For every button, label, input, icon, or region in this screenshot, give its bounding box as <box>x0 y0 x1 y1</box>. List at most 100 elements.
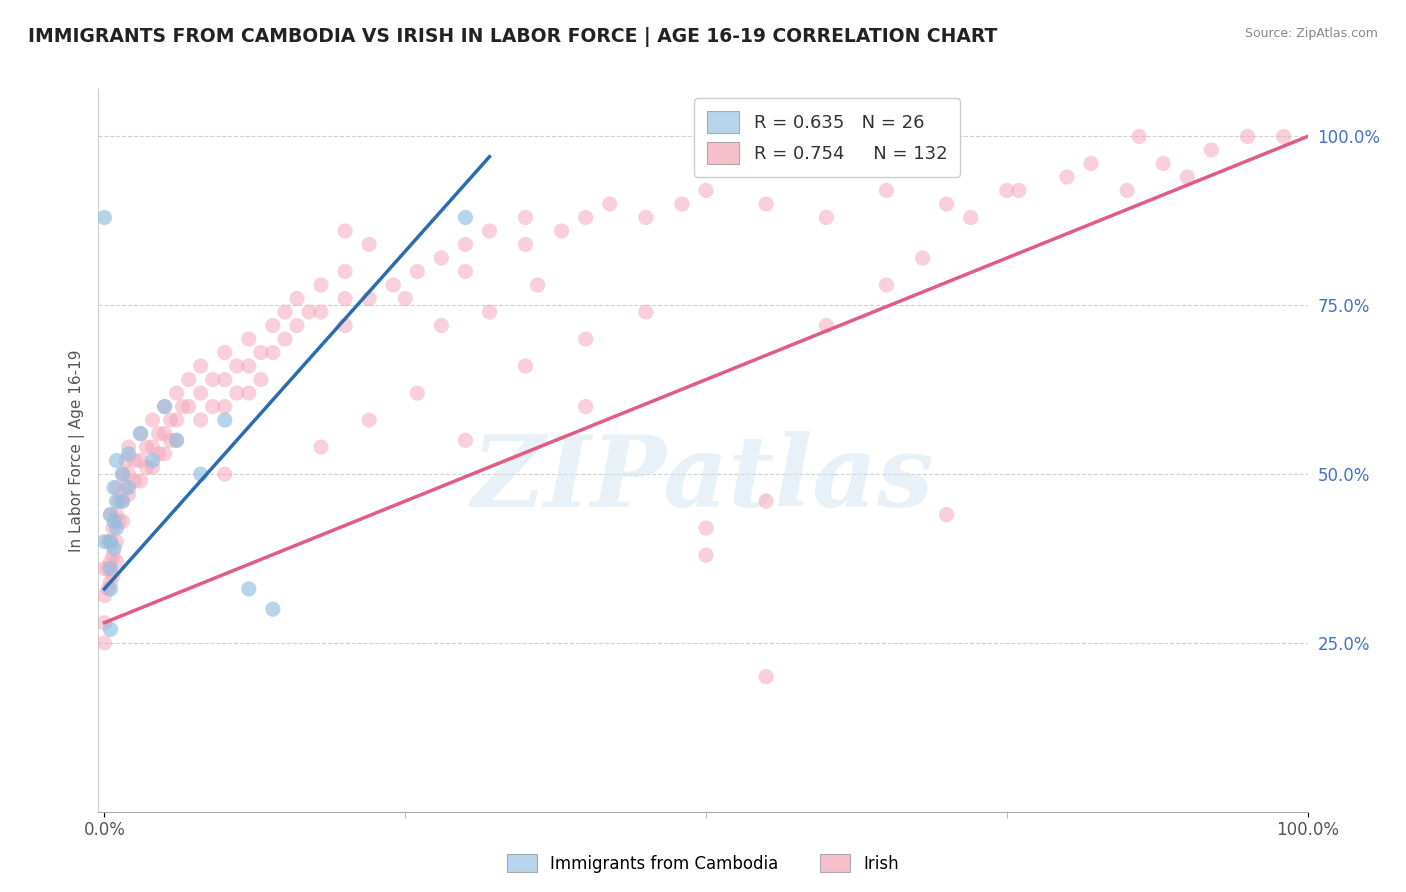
Point <box>238 582 260 596</box>
Point <box>815 211 838 225</box>
Point <box>935 508 957 522</box>
Point <box>124 453 146 467</box>
Point <box>117 440 139 454</box>
Point <box>101 568 124 582</box>
Point <box>478 224 501 238</box>
Point <box>406 386 429 401</box>
Point <box>97 561 120 575</box>
Point <box>190 467 212 481</box>
Point <box>117 447 139 461</box>
Point <box>454 211 477 225</box>
Point <box>103 541 125 556</box>
Point <box>111 494 134 508</box>
Point <box>478 305 501 319</box>
Point <box>93 589 115 603</box>
Point <box>97 582 120 596</box>
Point <box>309 278 332 293</box>
Point <box>1080 156 1102 170</box>
Point <box>111 514 134 528</box>
Point <box>214 467 236 481</box>
Point <box>108 514 131 528</box>
Point <box>333 224 356 238</box>
Point <box>238 332 260 346</box>
Point <box>129 426 152 441</box>
Text: ZIPatlas: ZIPatlas <box>472 431 934 527</box>
Point <box>172 400 194 414</box>
Point <box>575 211 598 225</box>
Text: IMMIGRANTS FROM CAMBODIA VS IRISH IN LABOR FORCE | AGE 16-19 CORRELATION CHART: IMMIGRANTS FROM CAMBODIA VS IRISH IN LAB… <box>28 27 997 46</box>
Point <box>454 237 477 252</box>
Point <box>135 460 157 475</box>
Legend: R = 0.635   N = 26, R = 0.754     N = 132: R = 0.635 N = 26, R = 0.754 N = 132 <box>695 98 960 177</box>
Point <box>238 359 260 373</box>
Point <box>190 359 212 373</box>
Text: Source: ZipAtlas.com: Source: ZipAtlas.com <box>1244 27 1378 40</box>
Point <box>142 460 165 475</box>
Point <box>333 292 356 306</box>
Point <box>93 534 115 549</box>
Point <box>454 434 477 448</box>
Point <box>129 453 152 467</box>
Point <box>430 318 453 333</box>
Point <box>515 359 537 373</box>
Point <box>105 508 128 522</box>
Point <box>101 548 124 562</box>
Point <box>526 278 548 293</box>
Point <box>238 386 260 401</box>
Point <box>108 494 131 508</box>
Point <box>177 400 200 414</box>
Point <box>159 413 181 427</box>
Point <box>100 582 122 596</box>
Point <box>225 386 247 401</box>
Point <box>430 251 453 265</box>
Point <box>100 575 122 590</box>
Point <box>1175 169 1198 184</box>
Point <box>1008 184 1031 198</box>
Point <box>103 514 125 528</box>
Point <box>250 373 273 387</box>
Point <box>285 318 308 333</box>
Point <box>190 413 212 427</box>
Point <box>515 211 537 225</box>
Point <box>382 278 405 293</box>
Point <box>935 197 957 211</box>
Point <box>93 211 115 225</box>
Point <box>262 345 284 359</box>
Point <box>117 467 139 481</box>
Point <box>103 481 125 495</box>
Point <box>250 345 273 359</box>
Point <box>100 508 122 522</box>
Point <box>153 426 176 441</box>
Point <box>454 264 477 278</box>
Point <box>142 413 165 427</box>
Point <box>115 453 138 467</box>
Point <box>101 521 124 535</box>
Point <box>100 534 122 549</box>
Point <box>201 373 224 387</box>
Point <box>1152 156 1174 170</box>
Point <box>148 447 170 461</box>
Point <box>100 534 122 549</box>
Point <box>333 318 356 333</box>
Point <box>153 447 176 461</box>
Point <box>214 400 236 414</box>
Point <box>117 481 139 495</box>
Point <box>190 386 212 401</box>
Point <box>755 494 778 508</box>
Point <box>111 494 134 508</box>
Point <box>285 292 308 306</box>
Point <box>394 292 416 306</box>
Point <box>93 636 115 650</box>
Point <box>309 440 332 454</box>
Point <box>262 318 284 333</box>
Point <box>875 278 897 293</box>
Point <box>1128 129 1150 144</box>
Point <box>166 434 188 448</box>
Point <box>274 305 297 319</box>
Legend: Immigrants from Cambodia, Irish: Immigrants from Cambodia, Irish <box>501 847 905 880</box>
Point <box>93 615 115 630</box>
Point <box>148 426 170 441</box>
Point <box>105 453 128 467</box>
Point <box>166 386 188 401</box>
Point <box>671 197 693 211</box>
